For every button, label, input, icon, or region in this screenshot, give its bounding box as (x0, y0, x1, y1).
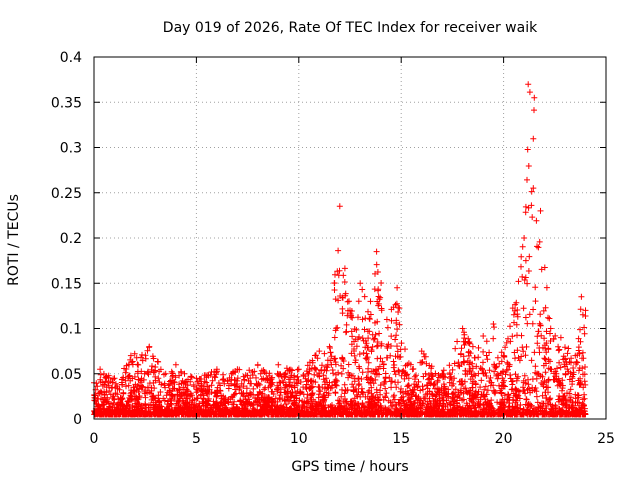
y-tick-label: 0.1 (60, 322, 82, 338)
y-tick-label: 0.4 (60, 50, 82, 66)
data-points (91, 81, 589, 418)
x-tick-label: 15 (392, 431, 410, 447)
y-tick-label: 0.35 (51, 95, 82, 111)
axis-ticks: 0 5 10 15 20 25 0 0.05 0.1 0.15 0.2 0.25 0.3 0.35 0.4 (51, 50, 615, 447)
y-axis-title: ROTI / TECUs (6, 194, 22, 286)
x-tick-label: 20 (495, 431, 513, 447)
roti-points (91, 81, 589, 418)
y-tick-label: 0.2 (60, 231, 82, 247)
y-tick-label: 0.15 (51, 276, 82, 292)
x-tick-label: 0 (90, 431, 99, 447)
x-tick-label: 5 (192, 431, 201, 447)
y-tick-label: 0.05 (51, 367, 82, 383)
x-axis-title: GPS time / hours (291, 459, 408, 475)
chart-title: Day 019 of 2026, Rate Of TEC Index for r… (163, 20, 538, 36)
y-tick-label: 0 (73, 412, 82, 428)
y-tick-label: 0.25 (51, 186, 82, 202)
x-tick-label: 25 (597, 431, 615, 447)
grid-lines (94, 57, 606, 419)
x-tick-label: 10 (290, 431, 308, 447)
y-tick-label: 0.3 (60, 141, 82, 157)
